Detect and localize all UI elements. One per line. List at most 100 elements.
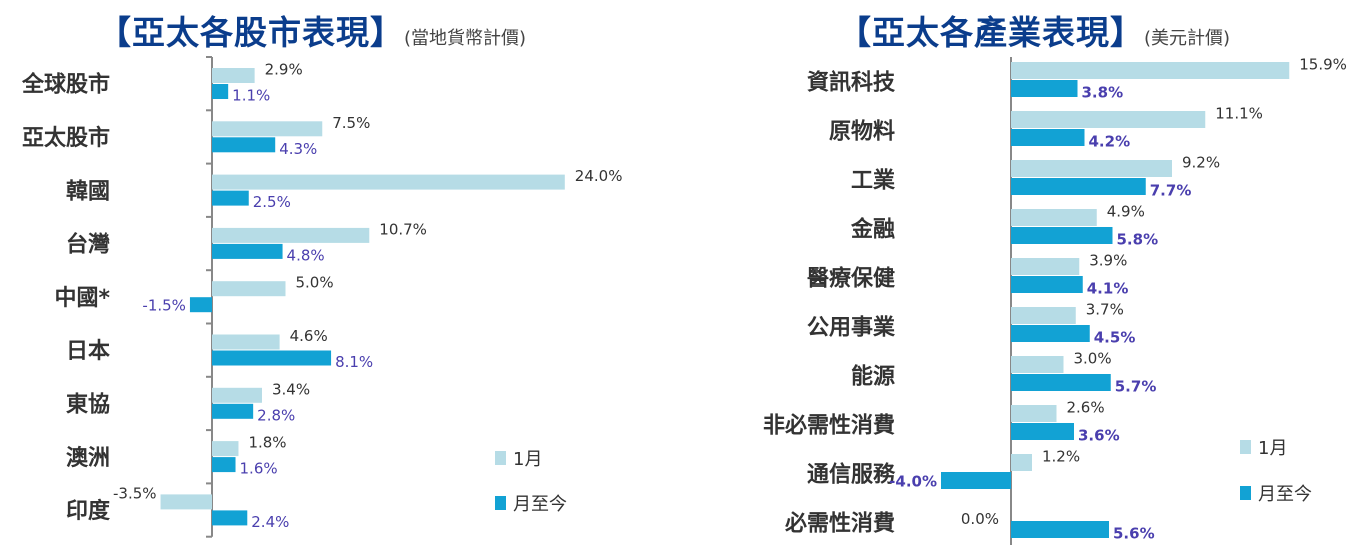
left-value-label-jan: 5.0% [296, 274, 334, 292]
right-category-label: 公用事業 [807, 315, 896, 341]
right-value-label-ytd: -4.0% [889, 473, 937, 491]
left-category-label: 韓國 [66, 178, 110, 204]
right-value-label-ytd: 7.7% [1150, 182, 1192, 200]
right-legend-swatch [1240, 440, 1251, 454]
left-bar-jan [212, 121, 323, 137]
right-legend-label: 月至今 [1258, 484, 1312, 505]
right-bar-ytd [1011, 178, 1146, 195]
right-legend-label: 1月 [1258, 438, 1287, 459]
right-bar-ytd [1011, 521, 1109, 538]
right-category-label: 必需性消費 [785, 511, 895, 537]
right-value-label-jan: 11.1% [1215, 105, 1263, 123]
right-bar-ytd [1011, 423, 1074, 440]
left-bar-jan [212, 334, 280, 350]
left-bar-ytd [212, 137, 276, 153]
right-value-label-ytd: 4.2% [1089, 133, 1131, 151]
left-category-label: 印度 [66, 498, 111, 524]
left-bar-ytd [212, 510, 248, 526]
right-value-label-ytd: 5.7% [1115, 378, 1157, 396]
left-bar-ytd [212, 457, 236, 473]
right-category-label: 能源 [851, 364, 895, 390]
left-value-label-jan: 10.7% [379, 220, 427, 238]
right-value-label-ytd: 3.8% [1082, 84, 1124, 102]
left-value-label-jan: -3.5% [113, 484, 157, 502]
right-value-label-jan: 9.2% [1182, 154, 1220, 172]
left-value-label-jan: 1.8% [248, 434, 286, 452]
right-bar-jan [1011, 62, 1290, 79]
left-bar-jan [212, 68, 255, 83]
left-value-label-ytd: 1.1% [232, 87, 270, 105]
right-category-label: 通信服務 [807, 462, 896, 488]
right-category-label: 非必需性消費 [763, 413, 895, 439]
right-chart-title: 【亞太各產業表現】(美元計價) [838, 6, 1230, 54]
right-bar-jan [1011, 356, 1064, 373]
right-bar-ytd [941, 472, 1011, 489]
right-category-label: 原物料 [829, 119, 895, 145]
left-bar-ytd [212, 243, 283, 259]
left-category-label: 日本 [66, 339, 110, 364]
left-bar-ytd [212, 350, 332, 366]
left-bar-ytd [212, 190, 249, 206]
right-value-label-ytd: 5.8% [1117, 231, 1159, 249]
right-bar-ytd [1011, 325, 1090, 342]
right-bar-ytd [1011, 129, 1085, 146]
left-value-label-ytd: 8.1% [335, 353, 373, 371]
left-bar-jan [212, 441, 239, 457]
left-chart-title: 【亞太各股市表現】(當地貨幣計價) [98, 6, 526, 54]
left-value-label-ytd: 4.8% [287, 246, 325, 264]
right-value-label-jan: 3.7% [1086, 301, 1124, 319]
right-bar-jan [1011, 160, 1172, 177]
left-value-label-jan: 4.6% [290, 327, 328, 345]
left-category-label: 中國* [54, 286, 110, 311]
right-category-label: 資訊科技 [807, 70, 896, 96]
left-category-label: 東協 [66, 391, 110, 417]
left-value-label-ytd: -1.5% [142, 297, 186, 315]
right-value-label-ytd: 3.6% [1078, 427, 1120, 445]
left-bar-jan [212, 227, 370, 243]
left-bar-jan [212, 174, 565, 190]
right-value-label-jan: 3.9% [1089, 252, 1127, 270]
right-value-label-jan: 0.0% [961, 510, 999, 528]
left-category-label: 台灣 [66, 232, 110, 258]
right-category-label: 金融 [850, 217, 895, 243]
left-value-label-ytd: 2.8% [257, 406, 295, 424]
left-title-text: 【亞太各股市表現】 [98, 13, 404, 52]
right-bar-jan [1011, 209, 1097, 226]
left-value-label-ytd: 4.3% [279, 140, 317, 158]
left-legend-swatch [495, 496, 506, 510]
left-bar-jan [212, 281, 286, 297]
left-subtitle: (當地貨幣計價) [404, 28, 527, 49]
right-bar-jan [1011, 258, 1080, 275]
right-value-label-jan: 3.0% [1074, 350, 1112, 368]
right-value-label-ytd: 4.5% [1094, 329, 1136, 347]
right-bar-ytd [1011, 276, 1083, 293]
left-legend-label: 1月 [513, 449, 542, 470]
left-bar-ytd [189, 297, 212, 313]
right-bar-jan [1011, 111, 1206, 128]
left-value-label-ytd: 1.6% [240, 460, 278, 478]
right-subtitle: (美元計價) [1144, 28, 1231, 49]
left-legend-label: 月至今 [513, 494, 567, 515]
left-value-label-jan: 3.4% [272, 380, 310, 398]
left-category-label: 澳洲 [66, 445, 110, 471]
left-value-label-ytd: 2.4% [251, 513, 289, 531]
right-bar-jan [1011, 307, 1076, 324]
right-category-label: 工業 [851, 169, 896, 194]
right-value-label-jan: 4.9% [1107, 203, 1145, 221]
left-category-label: 亞太股市 [22, 125, 110, 151]
right-bar-ytd [1011, 374, 1111, 391]
right-value-label-jan: 15.9% [1299, 56, 1347, 74]
left-value-label-jan: 7.5% [332, 114, 370, 132]
left-value-label-jan: 2.9% [265, 61, 303, 79]
left-bar-jan [212, 387, 262, 403]
left-value-label-jan: 24.0% [575, 167, 623, 185]
left-bar-jan [160, 494, 212, 510]
right-bar-ytd [1011, 80, 1078, 97]
left-bar-ytd [212, 84, 229, 99]
right-bar-jan [1011, 454, 1032, 471]
right-value-label-ytd: 4.1% [1087, 280, 1129, 298]
right-value-label-jan: 1.2% [1042, 448, 1080, 466]
right-value-label-ytd: 5.6% [1113, 525, 1155, 543]
right-bar-jan [1011, 405, 1057, 422]
